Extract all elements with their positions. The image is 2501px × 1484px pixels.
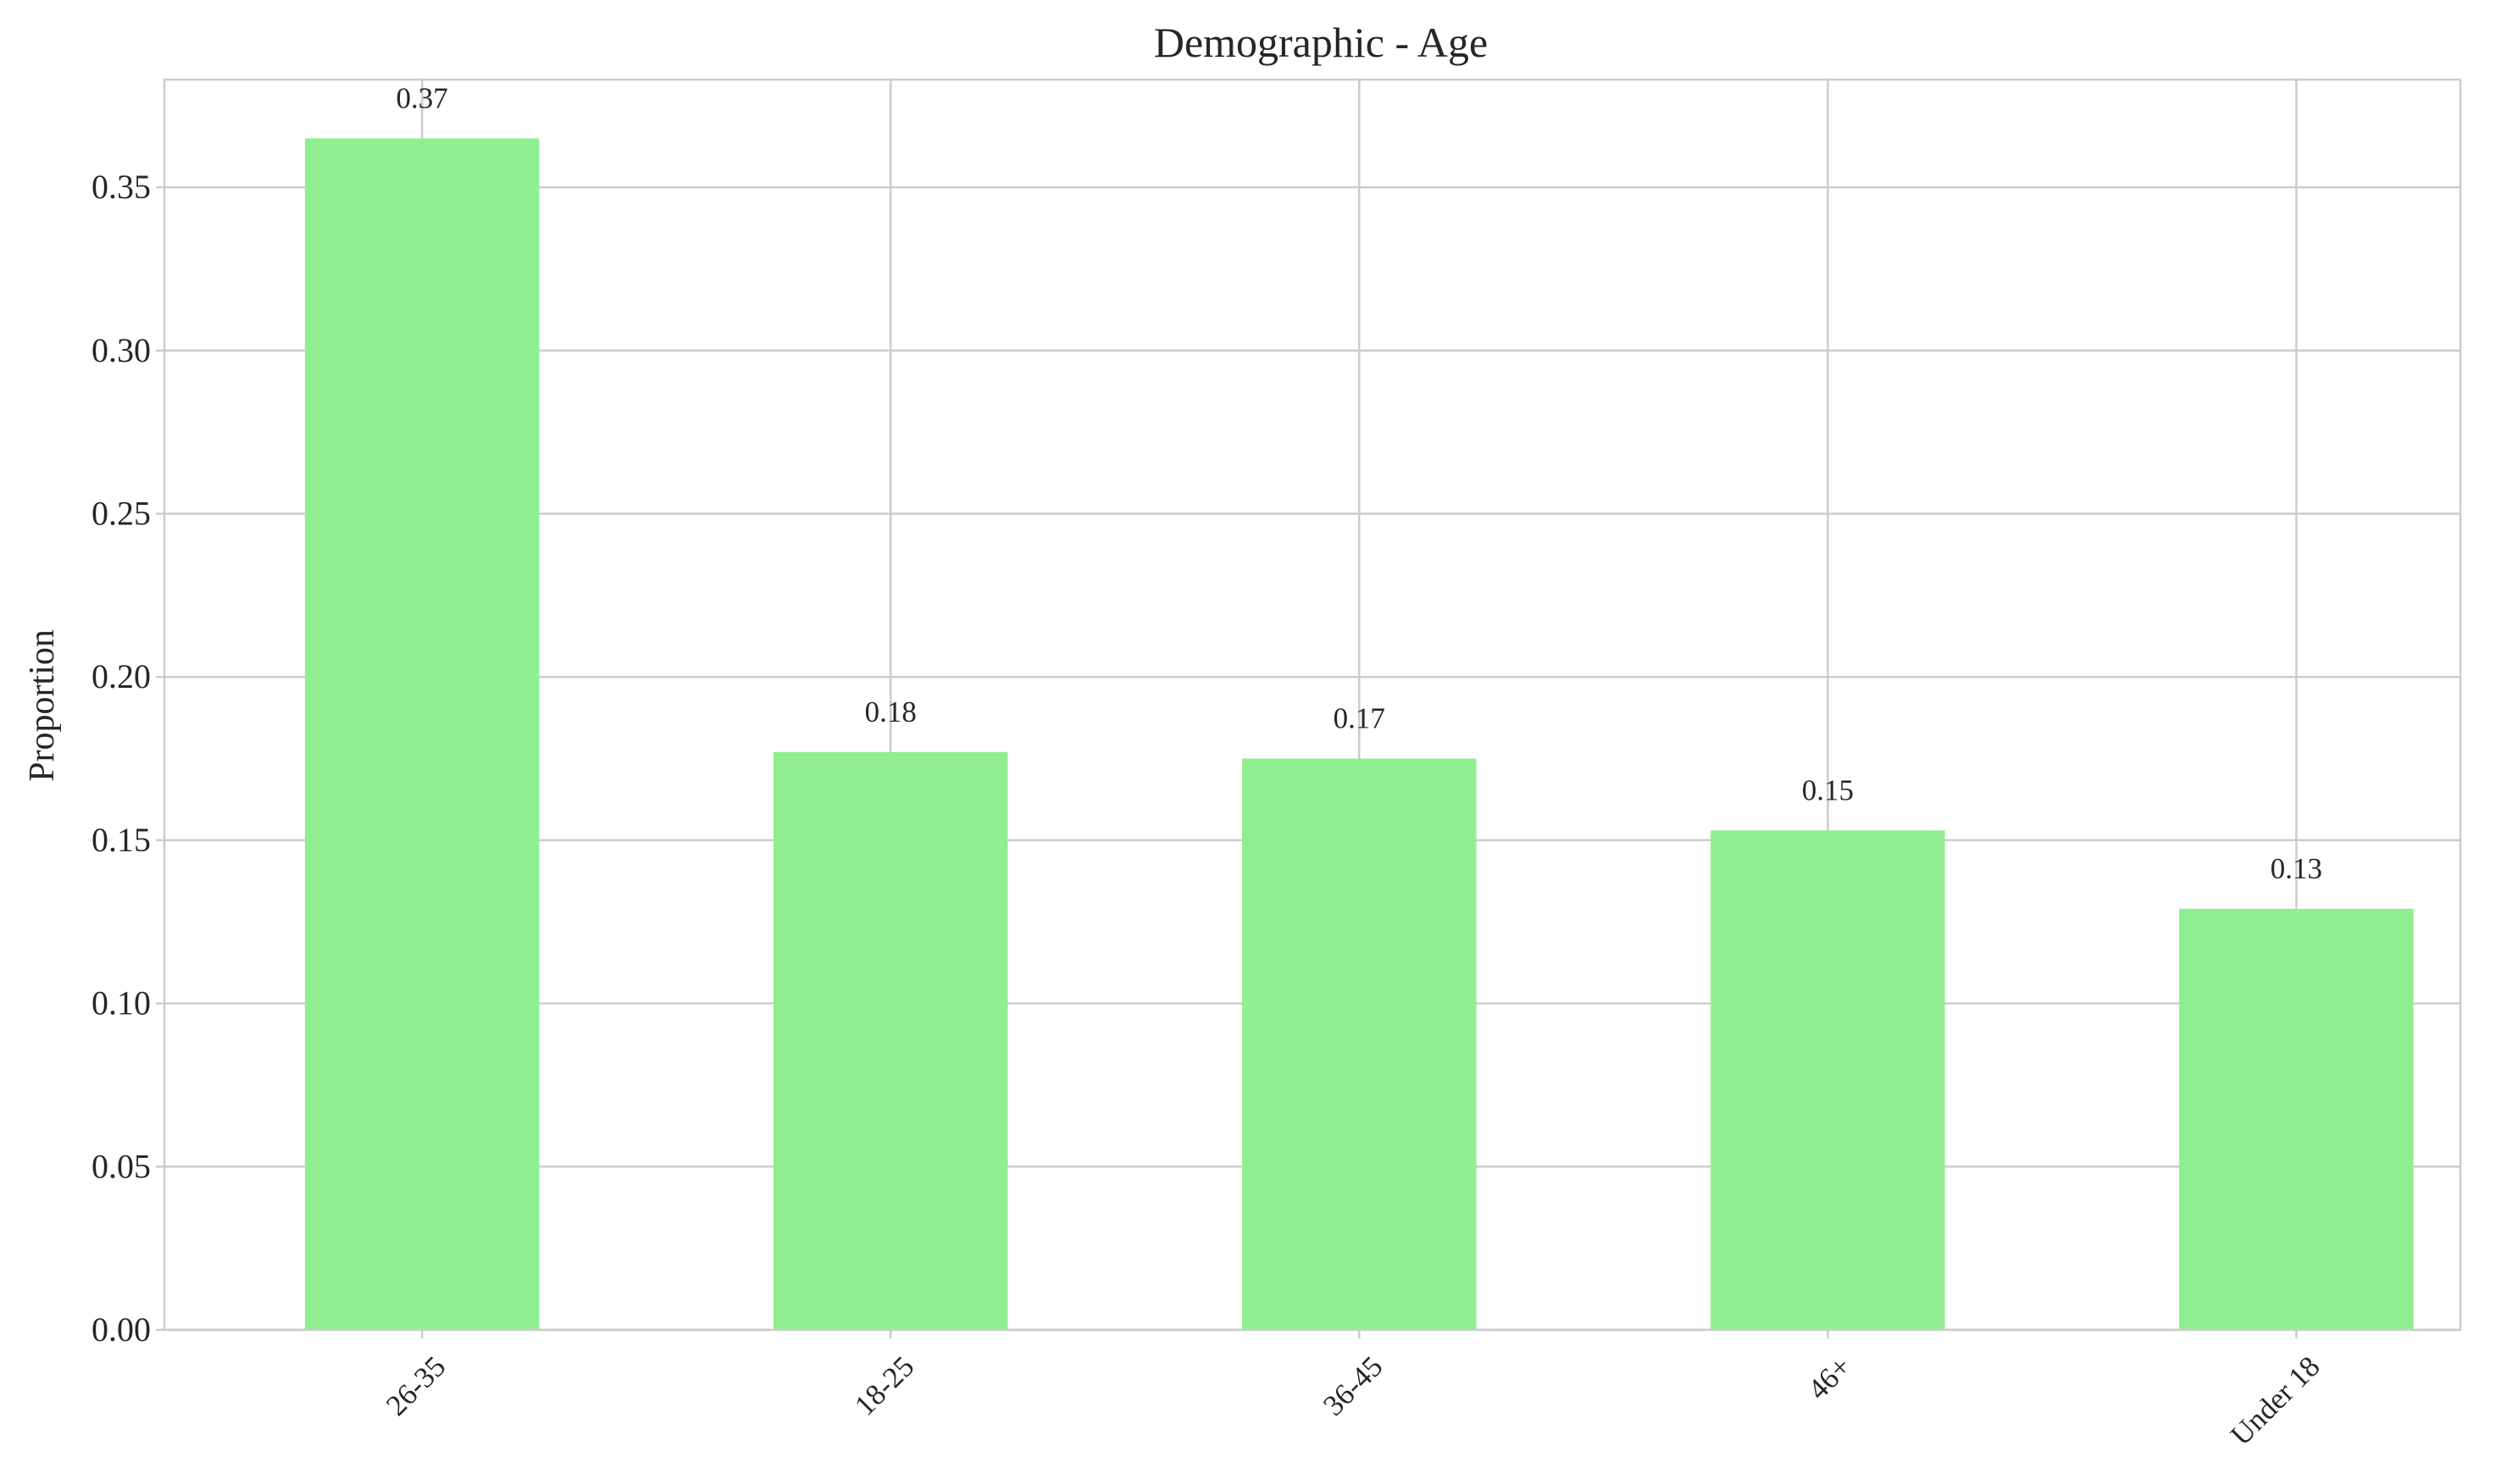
bar-18-25 <box>773 751 1008 1330</box>
x-tick-label: 46+ <box>1801 1350 1857 1406</box>
x-tick-label: 26-35 <box>380 1350 452 1422</box>
x-tick-label: Under 18 <box>2224 1350 2326 1452</box>
y-axis-ticks: 0.00 0.05 0.10 0.15 0.20 0.25 0.30 0.35 <box>92 168 164 1348</box>
y-tick-label: 0.25 <box>92 495 151 533</box>
y-tick-label: 0.05 <box>92 1147 151 1185</box>
data-label: 0.37 <box>396 81 448 114</box>
data-label: 0.15 <box>1802 773 1854 806</box>
x-tick-label: 36-45 <box>1317 1350 1389 1422</box>
y-tick-label: 0.35 <box>92 168 151 206</box>
bar-26-35 <box>304 138 540 1330</box>
plot-frame <box>163 78 2462 1332</box>
chart-title: Demographic - Age <box>1154 19 1488 66</box>
bars <box>304 138 2414 1330</box>
data-label: 0.17 <box>1334 702 1385 735</box>
bar-36-45 <box>1242 758 1477 1330</box>
bar-Under 18 <box>2179 908 2414 1330</box>
y-tick-label: 0.00 <box>92 1310 151 1348</box>
data-labels: 0.37 0.18 0.17 0.15 0.13 <box>396 81 2322 884</box>
y-tick-label: 0.15 <box>92 821 151 859</box>
x-axis-ticks: 26-35 18-25 36-45 46+ Under 18 <box>380 1330 2326 1452</box>
y-tick-label: 0.30 <box>92 331 151 369</box>
y-axis-label: Proportion <box>23 629 62 782</box>
data-label: 0.18 <box>865 695 917 728</box>
x-tick-label: 18-25 <box>848 1350 920 1422</box>
y-tick-label: 0.20 <box>92 657 151 695</box>
data-label: 0.13 <box>2271 852 2322 885</box>
y-tick-label: 0.10 <box>92 984 151 1022</box>
bar-46+ <box>1711 830 1945 1330</box>
